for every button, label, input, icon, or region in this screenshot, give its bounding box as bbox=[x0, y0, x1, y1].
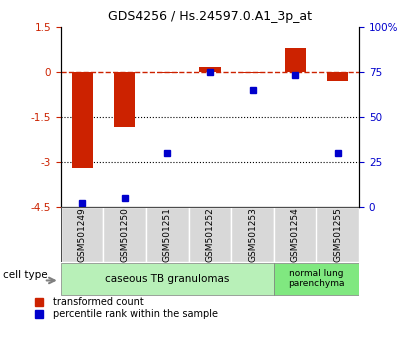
Legend: transformed count, percentile rank within the sample: transformed count, percentile rank withi… bbox=[29, 297, 218, 319]
Text: normal lung
parenchyma: normal lung parenchyma bbox=[288, 269, 345, 289]
Text: GSM501251: GSM501251 bbox=[163, 207, 172, 262]
Bar bbox=[189, 207, 231, 262]
Bar bbox=[146, 207, 189, 262]
Bar bbox=[103, 207, 146, 262]
Bar bbox=[71, 72, 93, 168]
Bar bbox=[61, 207, 103, 262]
Bar bbox=[274, 207, 317, 262]
Bar bbox=[114, 72, 136, 127]
Bar bbox=[285, 47, 306, 72]
Bar bbox=[157, 72, 178, 73]
Text: GSM501253: GSM501253 bbox=[248, 207, 257, 262]
Bar bbox=[317, 207, 359, 262]
Bar bbox=[231, 207, 274, 262]
Text: cell type: cell type bbox=[3, 270, 48, 280]
Text: GSM501255: GSM501255 bbox=[333, 207, 342, 262]
Bar bbox=[242, 72, 263, 73]
Bar bbox=[327, 72, 349, 81]
Title: GDS4256 / Hs.24597.0.A1_3p_at: GDS4256 / Hs.24597.0.A1_3p_at bbox=[108, 10, 312, 23]
Bar bbox=[274, 263, 359, 295]
Bar bbox=[61, 263, 274, 295]
Text: GSM501249: GSM501249 bbox=[78, 207, 87, 262]
Text: GSM501252: GSM501252 bbox=[205, 207, 215, 262]
Text: GSM501254: GSM501254 bbox=[291, 207, 300, 262]
Text: caseous TB granulomas: caseous TB granulomas bbox=[105, 274, 230, 284]
Bar bbox=[200, 67, 221, 72]
Text: GSM501250: GSM501250 bbox=[120, 207, 129, 262]
